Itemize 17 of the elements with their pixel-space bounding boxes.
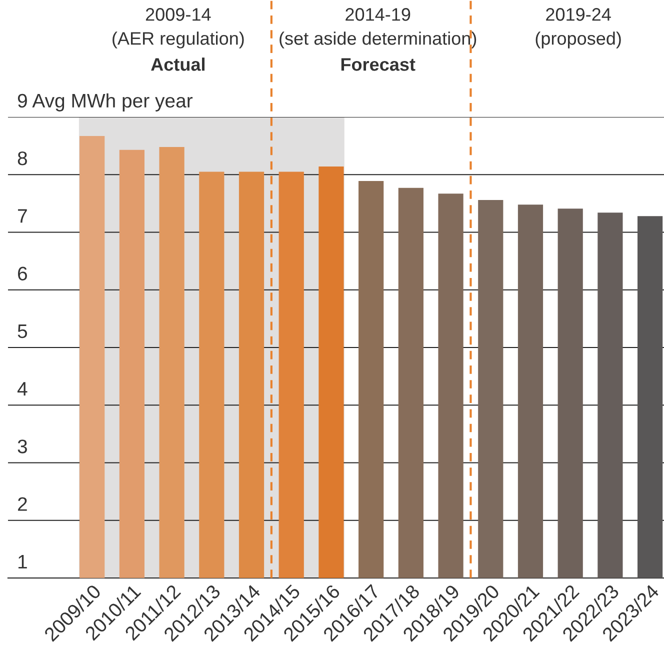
text: Forecast: [341, 58, 416, 71]
text: 2019-24: [546, 8, 611, 21]
text: (AER regulation): [112, 32, 244, 48]
y-tick-label: 8: [18, 151, 27, 166]
y-tick-label: 1: [18, 555, 27, 568]
y-tick-label: 9 Avg MWh per year: [18, 93, 193, 112]
y-tick-label: 2: [18, 497, 27, 511]
text: 2014-19: [346, 8, 410, 21]
y-tick-label: 7: [18, 209, 27, 223]
text: (set aside determination): [280, 32, 476, 48]
text: (proposed): [536, 32, 621, 48]
text: Actual: [151, 58, 204, 71]
text: 2009-14: [146, 8, 211, 21]
y-tick-label: 5: [18, 324, 28, 338]
y-tick-label: 6: [18, 266, 27, 280]
y-tick-label: 3: [18, 440, 27, 454]
y-tick-label: 4: [17, 382, 28, 396]
